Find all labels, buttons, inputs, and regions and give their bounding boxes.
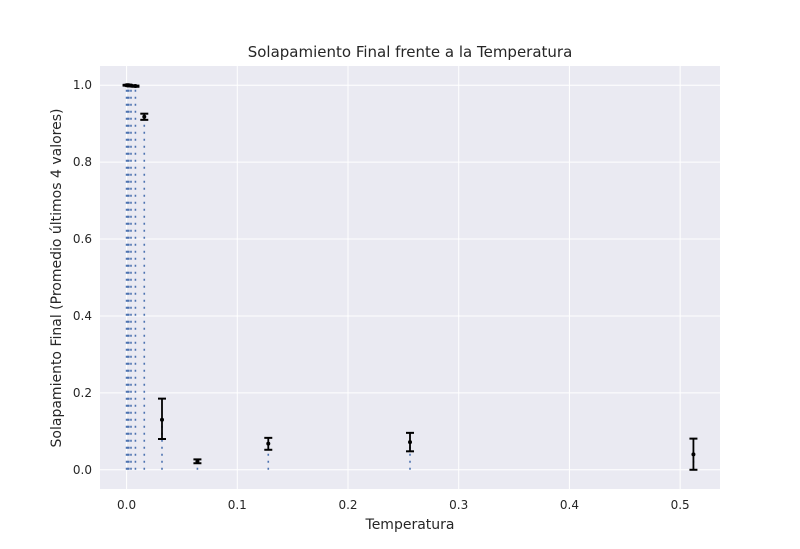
x-tick-label: 0.5 [671, 498, 690, 512]
x-tick-label: 0.1 [228, 498, 247, 512]
x-tick-label: 0.4 [560, 498, 579, 512]
data-point [142, 114, 147, 119]
data-point [266, 441, 271, 446]
x-tick-label: 0.0 [117, 498, 136, 512]
data-point [160, 417, 164, 422]
y-tick-labels: 0.0 0.2 0.4 0.6 0.8 1.0 [73, 78, 92, 477]
y-tick-label: 0.6 [73, 232, 92, 246]
x-tick-label: 0.2 [338, 498, 357, 512]
errorbars [122, 83, 698, 471]
y-axis-label: Solapamiento Final (Promedio últimos 4 v… [49, 109, 65, 448]
x-tick-label: 0.3 [449, 498, 468, 512]
plot-background [100, 66, 720, 489]
x-tick-labels: 0.0 0.1 0.2 0.3 0.4 0.5 [117, 498, 690, 512]
y-tick-label: 0.4 [73, 309, 92, 323]
grid [100, 66, 720, 489]
data-point [133, 83, 138, 88]
data-point [691, 452, 696, 457]
y-tick-label: 1.0 [73, 78, 92, 92]
data-point [408, 440, 412, 445]
y-tick-label: 0.0 [73, 463, 92, 477]
chart-title: Solapamiento Final frente a la Temperatu… [248, 43, 573, 61]
data-point [195, 459, 200, 464]
y-tick-label: 0.2 [73, 386, 92, 400]
x-axis-label: Temperatura [365, 517, 455, 533]
y-tick-label: 0.8 [73, 155, 92, 169]
